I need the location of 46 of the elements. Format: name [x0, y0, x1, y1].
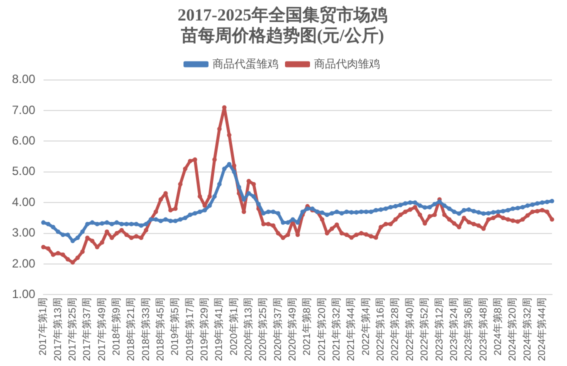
x-tick-label: 2017年第13周	[52, 298, 64, 362]
x-tick-label: 2024年第32周	[521, 298, 534, 362]
x-tick-label: 2021年第20周	[316, 298, 328, 362]
x-tick-label: 2021年第44周	[345, 298, 358, 362]
y-tick-label: 7.00	[12, 102, 36, 117]
x-tick-label: 2024年第44周	[536, 298, 548, 362]
x-tick-label: 2017年第1周	[37, 298, 50, 356]
x-tick-label: 2017年第25周	[66, 298, 78, 362]
x-tick-label: 2020年第1周	[228, 298, 240, 356]
x-tick-label: 2019年第5周	[169, 298, 182, 356]
x-tick-label: 2023年第36周	[462, 298, 475, 362]
x-tick-label: 2023年第24周	[448, 298, 460, 362]
x-tick-label: 2022年第4周	[360, 298, 372, 356]
x-tick-label: 2019年第41周	[213, 298, 226, 362]
x-tick-label: 2022年第52周	[418, 298, 431, 362]
x-tick-label: 2017年第37周	[81, 298, 94, 362]
chart-title: 2017-2025年全国集贸市场鸡苗每周价格趋势图(元/公斤)	[178, 6, 388, 45]
legend-label: 商品代蛋雏鸡	[212, 57, 278, 70]
x-tick-label: 2021年第32周	[330, 298, 343, 362]
x-tick-label: 2022年第40周	[404, 298, 416, 362]
x-tick-label: 2022年第28周	[389, 298, 402, 362]
x-tick-label: 2020年第49周	[286, 298, 299, 362]
x-tick-label: 2022年第16周	[374, 298, 387, 362]
y-tick-label: 5.00	[12, 164, 36, 178]
y-tick-label: 1.00	[12, 286, 36, 301]
x-tick-label: 2023年第48周	[477, 298, 490, 362]
y-tick-label: 8.00	[12, 72, 36, 86]
y-tick-label: 2.00	[12, 256, 36, 270]
x-tick-label: 2019年第17周	[184, 298, 196, 362]
x-tick-label: 2021年第8周	[301, 298, 314, 356]
x-tick-label: 2023年第12周	[433, 298, 446, 362]
x-tick-label: 2018年第45周	[154, 298, 166, 362]
y-tick-label: 4.00	[12, 194, 36, 209]
x-tick-label: 2017年第49周	[96, 298, 108, 362]
legend-label: 商品代肉雏鸡	[314, 57, 380, 70]
x-tick-label: 2024年第20周	[506, 298, 519, 362]
x-tick-label: 2020年第25周	[257, 298, 270, 362]
x-tick-label: 2020年第13周	[242, 298, 255, 362]
x-tick-label: 2019年第29周	[198, 298, 210, 362]
x-tick-label: 2018年第33周	[140, 298, 152, 362]
x-tick-label: 2020年第37周	[272, 298, 284, 362]
x-tick-label: 2024年第8周	[492, 298, 504, 356]
x-tick-label: 2018年第9周	[110, 298, 122, 356]
x-tick-label: 2018年第21周	[125, 298, 138, 362]
y-tick-label: 3.00	[12, 226, 36, 240]
y-tick-label: 6.00	[12, 133, 36, 148]
